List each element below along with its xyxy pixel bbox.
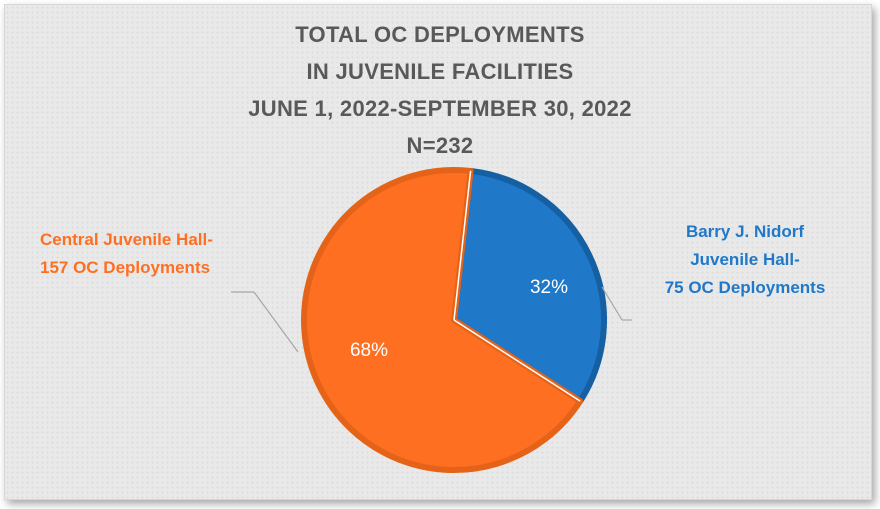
chart-title-line-2: IN JUVENILE FACILITIES: [306, 59, 574, 84]
slice-label-central-line-2: 157 OC Deployments: [40, 258, 211, 277]
slice-divider-1: [453, 170, 472, 321]
slice-label-nidorf-line-3: 75 OC Deployments: [664, 278, 826, 297]
slice-percent-central: 68%: [350, 340, 388, 361]
leader-line-central-diagonal: [253, 291, 299, 353]
leader-line-nidorf-diagonal: [601, 286, 623, 321]
chart-title-line-4: N=232: [406, 133, 474, 158]
slice-percent-nidorf: 32%: [530, 277, 568, 298]
slice-label-nidorf-line-2: Juvenile Hall-: [690, 250, 800, 269]
pie-slice-central: [301, 167, 584, 473]
slice-divider-2: [453, 319, 581, 402]
slice-label-central-line-1: Central Juvenile Hall-: [40, 230, 213, 249]
slice-label-nidorf: Barry J. Nidorf Juvenile Hall- 75 OC Dep…: [630, 218, 860, 302]
slice-label-nidorf-line-1: Barry J. Nidorf: [685, 222, 805, 241]
chart-title-line-1: TOTAL OC DEPLOYMENTS: [295, 22, 585, 47]
chart-title-line-3: JUNE 1, 2022-SEPTEMBER 30, 2022: [248, 96, 632, 121]
slice-label-central: Central Juvenile Hall- 157 OC Deployment…: [40, 226, 213, 282]
pie-slices: [301, 167, 607, 473]
